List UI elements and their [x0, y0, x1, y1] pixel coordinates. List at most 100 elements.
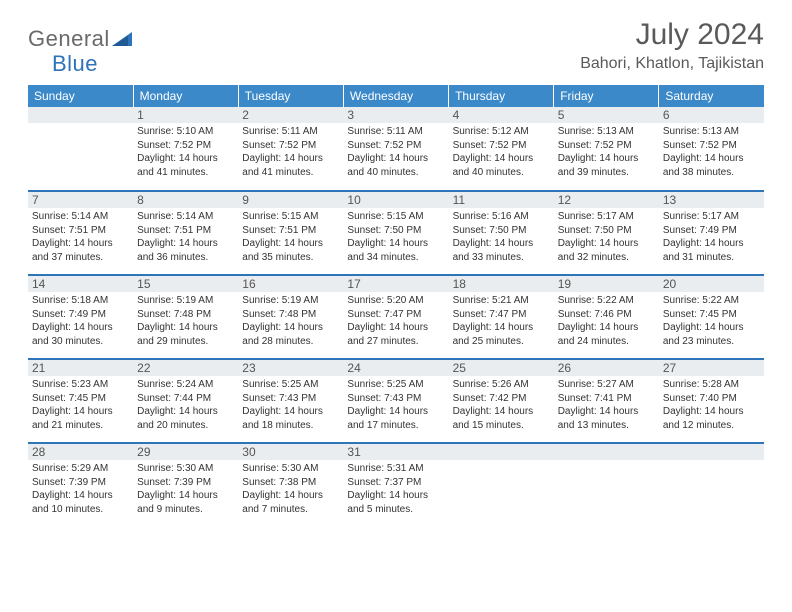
day-number: 28 [28, 444, 133, 460]
day-number-empty [28, 107, 133, 123]
daylight-line: Daylight: 14 hours and 20 minutes. [137, 405, 236, 432]
day-number: 5 [554, 107, 659, 123]
sunrise-line: Sunrise: 5:25 AM [347, 378, 446, 392]
day-details: Sunrise: 5:25 AMSunset: 7:43 PMDaylight:… [343, 376, 448, 434]
weekday-header-row: SundayMondayTuesdayWednesdayThursdayFrid… [28, 85, 764, 107]
sunset-line: Sunset: 7:47 PM [347, 308, 446, 322]
sunset-line: Sunset: 7:52 PM [347, 139, 446, 153]
sunset-line: Sunset: 7:39 PM [137, 476, 236, 490]
sunset-line: Sunset: 7:52 PM [242, 139, 341, 153]
calendar-day-cell: 19 Sunrise: 5:22 AMSunset: 7:46 PMDayligh… [554, 275, 659, 359]
daylight-line: Daylight: 14 hours and 29 minutes. [137, 321, 236, 348]
sunrise-line: Sunrise: 5:30 AM [137, 462, 236, 476]
daylight-line: Daylight: 14 hours and 34 minutes. [347, 237, 446, 264]
calendar-day-cell: 31Sunrise: 5:31 AMSunset: 7:37 PMDayligh… [343, 443, 448, 527]
calendar-day-cell: 14Sunrise: 5:18 AMSunset: 7:49 PMDayligh… [28, 275, 133, 359]
daylight-line: Daylight: 14 hours and 36 minutes. [137, 237, 236, 264]
sunrise-line: Sunrise: 5:23 AM [32, 378, 131, 392]
daylight-line: Daylight: 14 hours and 38 minutes. [663, 152, 762, 179]
daylight-line: Daylight: 14 hours and 33 minutes. [453, 237, 552, 264]
calendar-day-cell [449, 443, 554, 527]
day-details: Sunrise: 5:15 AMSunset: 7:50 PMDaylight:… [343, 208, 448, 266]
day-number: 7 [28, 192, 133, 208]
calendar-day-cell: 3Sunrise: 5:11 AMSunset: 7:52 PMDaylight… [343, 107, 448, 191]
day-details: Sunrise: 5:14 AMSunset: 7:51 PMDaylight:… [28, 208, 133, 266]
day-details: Sunrise: 5:23 AMSunset: 7:45 PMDaylight:… [28, 376, 133, 434]
daylight-line: Daylight: 14 hours and 35 minutes. [242, 237, 341, 264]
daylight-line: Daylight: 14 hours and 5 minutes. [347, 489, 446, 516]
calendar-day-cell: 30Sunrise: 5:30 AMSunset: 7:38 PMDayligh… [238, 443, 343, 527]
calendar-day-cell: 24Sunrise: 5:25 AMSunset: 7:43 PMDayligh… [343, 359, 448, 443]
weekday-header: Friday [554, 85, 659, 107]
day-details: Sunrise: 5:21 AMSunset: 7:47 PMDaylight:… [449, 292, 554, 350]
sunrise-line: Sunrise: 5:26 AM [453, 378, 552, 392]
sunrise-line: Sunrise: 5:19 AM [137, 294, 236, 308]
day-details: Sunrise: 5:30 AMSunset: 7:39 PMDaylight:… [133, 460, 238, 518]
calendar-day-cell [554, 443, 659, 527]
calendar-day-cell: 2Sunrise: 5:11 AMSunset: 7:52 PMDaylight… [238, 107, 343, 191]
calendar-day-cell: 9Sunrise: 5:15 AMSunset: 7:51 PMDaylight… [238, 191, 343, 275]
day-details: Sunrise: 5:16 AMSunset: 7:50 PMDaylight:… [449, 208, 554, 266]
day-details: Sunrise: 5:14 AMSunset: 7:51 PMDaylight:… [133, 208, 238, 266]
sunrise-line: Sunrise: 5:22 AM [558, 294, 657, 308]
day-details: Sunrise: 5:17 AMSunset: 7:49 PMDaylight:… [659, 208, 764, 266]
day-number: 9 [238, 192, 343, 208]
day-details: Sunrise: 5:17 AMSunset: 7:50 PMDaylight:… [554, 208, 659, 266]
daylight-line: Daylight: 14 hours and 18 minutes. [242, 405, 341, 432]
day-number: 27 [659, 360, 764, 376]
calendar-day-cell: 15Sunrise: 5:19 AMSunset: 7:48 PMDayligh… [133, 275, 238, 359]
day-number: 25 [449, 360, 554, 376]
sunrise-line: Sunrise: 5:18 AM [32, 294, 131, 308]
daylight-line: Daylight: 14 hours and 10 minutes. [32, 489, 131, 516]
sunset-line: Sunset: 7:48 PM [137, 308, 236, 322]
weekday-header: Sunday [28, 85, 133, 107]
sunrise-line: Sunrise: 5:17 AM [663, 210, 762, 224]
sunset-line: Sunset: 7:44 PM [137, 392, 236, 406]
daylight-line: Daylight: 14 hours and 25 minutes. [453, 321, 552, 348]
sunset-line: Sunset: 7:42 PM [453, 392, 552, 406]
calendar-day-cell [28, 107, 133, 191]
sunrise-line: Sunrise: 5:19 AM [242, 294, 341, 308]
day-number: 12 [554, 192, 659, 208]
logo: General [28, 26, 134, 52]
daylight-line: Daylight: 14 hours and 9 minutes. [137, 489, 236, 516]
daylight-line: Daylight: 14 hours and 40 minutes. [347, 152, 446, 179]
sunset-line: Sunset: 7:46 PM [558, 308, 657, 322]
calendar-week-row: 1Sunrise: 5:10 AMSunset: 7:52 PMDaylight… [28, 107, 764, 191]
day-details: Sunrise: 5:13 AMSunset: 7:52 PMDaylight:… [659, 123, 764, 181]
sunrise-line: Sunrise: 5:17 AM [558, 210, 657, 224]
calendar-day-cell: 13Sunrise: 5:17 AMSunset: 7:49 PMDayligh… [659, 191, 764, 275]
calendar-day-cell: 12Sunrise: 5:17 AMSunset: 7:50 PMDayligh… [554, 191, 659, 275]
day-number: 31 [343, 444, 448, 460]
sunset-line: Sunset: 7:43 PM [242, 392, 341, 406]
daylight-line: Daylight: 14 hours and 31 minutes. [663, 237, 762, 264]
calendar-day-cell [659, 443, 764, 527]
calendar-day-cell: 25Sunrise: 5:26 AMSunset: 7:42 PMDayligh… [449, 359, 554, 443]
day-number: 19 [554, 276, 659, 292]
daylight-line: Daylight: 14 hours and 24 minutes. [558, 321, 657, 348]
day-number: 14 [28, 276, 133, 292]
day-number: 16 [238, 276, 343, 292]
day-details: Sunrise: 5:25 AMSunset: 7:43 PMDaylight:… [238, 376, 343, 434]
daylight-line: Daylight: 14 hours and 41 minutes. [242, 152, 341, 179]
daylight-line: Daylight: 14 hours and 37 minutes. [32, 237, 131, 264]
day-number: 8 [133, 192, 238, 208]
daylight-line: Daylight: 14 hours and 28 minutes. [242, 321, 341, 348]
day-details: Sunrise: 5:29 AMSunset: 7:39 PMDaylight:… [28, 460, 133, 518]
day-number-empty [449, 444, 554, 460]
calendar-week-row: 28Sunrise: 5:29 AMSunset: 7:39 PMDayligh… [28, 443, 764, 527]
location: Bahori, Khatlon, Tajikistan [580, 55, 764, 73]
logo-word-1: General [28, 26, 110, 52]
sunrise-line: Sunrise: 5:14 AM [32, 210, 131, 224]
sunset-line: Sunset: 7:49 PM [663, 224, 762, 238]
sunrise-line: Sunrise: 5:11 AM [347, 125, 446, 139]
daylight-line: Daylight: 14 hours and 21 minutes. [32, 405, 131, 432]
daylight-line: Daylight: 14 hours and 13 minutes. [558, 405, 657, 432]
sunrise-line: Sunrise: 5:31 AM [347, 462, 446, 476]
day-details: Sunrise: 5:11 AMSunset: 7:52 PMDaylight:… [238, 123, 343, 181]
sunset-line: Sunset: 7:52 PM [663, 139, 762, 153]
day-details: Sunrise: 5:13 AMSunset: 7:52 PMDaylight:… [554, 123, 659, 181]
calendar-day-cell: 5Sunrise: 5:13 AMSunset: 7:52 PMDaylight… [554, 107, 659, 191]
sunrise-line: Sunrise: 5:27 AM [558, 378, 657, 392]
day-number: 13 [659, 192, 764, 208]
